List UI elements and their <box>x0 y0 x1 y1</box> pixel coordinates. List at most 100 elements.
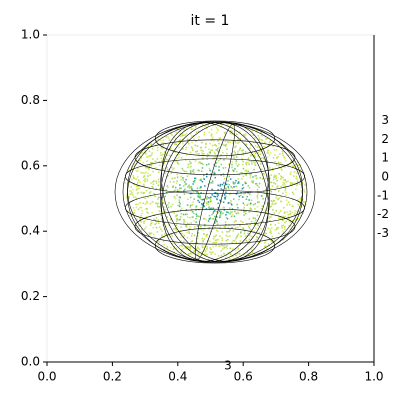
cloud-dot <box>268 167 271 169</box>
cloud-dot <box>271 235 274 238</box>
cloud-dot <box>296 210 299 213</box>
cloud-dot <box>188 232 190 234</box>
cloud-dot <box>157 244 160 246</box>
cloud-dot <box>179 216 182 218</box>
cloud-dot <box>224 198 226 200</box>
cloud-dot <box>248 242 250 245</box>
cloud-dot <box>197 130 200 133</box>
cloud-dot <box>182 213 185 216</box>
cloud-dot <box>256 184 259 187</box>
cloud-dot <box>240 231 242 234</box>
cloud-dot <box>282 192 284 195</box>
cloud-dot <box>264 188 267 191</box>
cloud-dot <box>211 194 213 196</box>
cloud-dot <box>137 208 140 211</box>
cloud-dot <box>180 178 182 181</box>
cloud-dot <box>231 211 233 213</box>
cloud-dot <box>195 131 198 133</box>
cloud-dot <box>151 221 153 223</box>
cloud-dot <box>265 232 267 235</box>
z-tick-label: -3 <box>377 226 389 240</box>
cloud-dot <box>189 204 192 207</box>
cloud-dot <box>299 169 302 171</box>
cloud-dot <box>200 228 202 230</box>
cloud-dot <box>193 251 195 253</box>
cloud-dot <box>219 137 222 139</box>
cloud-dot <box>192 216 195 218</box>
cloud-dot <box>179 135 182 137</box>
cloud-dot <box>257 155 260 157</box>
cloud-dot <box>182 179 184 181</box>
cloud-dot <box>217 140 219 142</box>
cloud-dot <box>202 206 205 209</box>
cloud-dot <box>281 232 284 235</box>
cloud-dot <box>264 159 266 161</box>
cloud-dot <box>250 208 253 211</box>
cloud-dot <box>246 204 248 206</box>
cloud-dot <box>273 182 275 184</box>
cloud-dot <box>217 194 219 196</box>
cloud-dot <box>268 202 270 205</box>
cloud-dot <box>167 137 170 139</box>
cloud-dot <box>210 248 212 250</box>
cloud-dot <box>231 226 233 229</box>
cloud-dot <box>190 162 192 164</box>
cloud-dot <box>132 176 135 178</box>
cloud-dot <box>144 175 146 177</box>
cloud-dot <box>278 217 280 220</box>
cloud-dot <box>242 227 244 229</box>
cloud-dot <box>158 161 160 163</box>
cloud-dot <box>204 223 206 226</box>
cloud-dot <box>129 193 132 195</box>
cloud-dot <box>185 128 188 130</box>
cloud-dot <box>175 182 178 184</box>
cloud-dot <box>261 142 263 145</box>
cloud-dot <box>149 163 151 166</box>
cloud-dot <box>275 177 277 180</box>
cloud-dot <box>214 192 216 194</box>
cloud-dot <box>151 147 154 150</box>
cloud-dot <box>260 160 262 163</box>
cloud-dot <box>203 246 206 248</box>
cloud-dot <box>155 226 158 229</box>
cloud-dot <box>227 186 230 188</box>
cloud-dot <box>254 145 257 147</box>
cloud-dot <box>216 258 218 261</box>
cloud-dot <box>193 212 195 215</box>
cloud-dot <box>189 170 192 172</box>
cloud-dot <box>286 211 289 213</box>
cloud-dot <box>287 154 290 156</box>
cloud-dot <box>208 197 210 199</box>
cloud-dot <box>136 162 138 165</box>
cloud-dot <box>232 170 235 172</box>
cloud-dot <box>230 203 233 206</box>
cloud-dot <box>213 242 216 244</box>
cloud-dot <box>270 227 273 229</box>
cloud-dot <box>229 141 232 143</box>
cloud-dot <box>287 216 290 219</box>
cloud-dot <box>153 193 155 195</box>
cloud-dot <box>270 230 272 232</box>
cloud-dot <box>154 236 156 239</box>
cloud-dot <box>197 232 200 234</box>
cloud-dot <box>170 233 172 236</box>
cloud-dot <box>190 235 193 237</box>
cloud-dot <box>225 152 228 155</box>
cloud-dot <box>197 252 199 254</box>
cloud-dot <box>286 204 288 206</box>
cloud-dot <box>215 144 217 147</box>
cloud-dot <box>124 182 126 184</box>
cloud-dot <box>232 239 235 242</box>
cloud-dot <box>241 157 243 160</box>
cloud-dot <box>252 181 254 184</box>
cloud-dot <box>136 170 139 172</box>
cloud-dot <box>177 156 180 159</box>
cloud-dot <box>201 203 203 205</box>
cloud-dot <box>135 178 138 180</box>
cloud-dot <box>229 178 232 180</box>
cloud-dot <box>223 209 226 211</box>
cloud-dot <box>175 247 178 249</box>
cloud-dot <box>269 139 272 142</box>
cloud-dot <box>216 216 218 218</box>
cloud-dot <box>245 169 247 172</box>
